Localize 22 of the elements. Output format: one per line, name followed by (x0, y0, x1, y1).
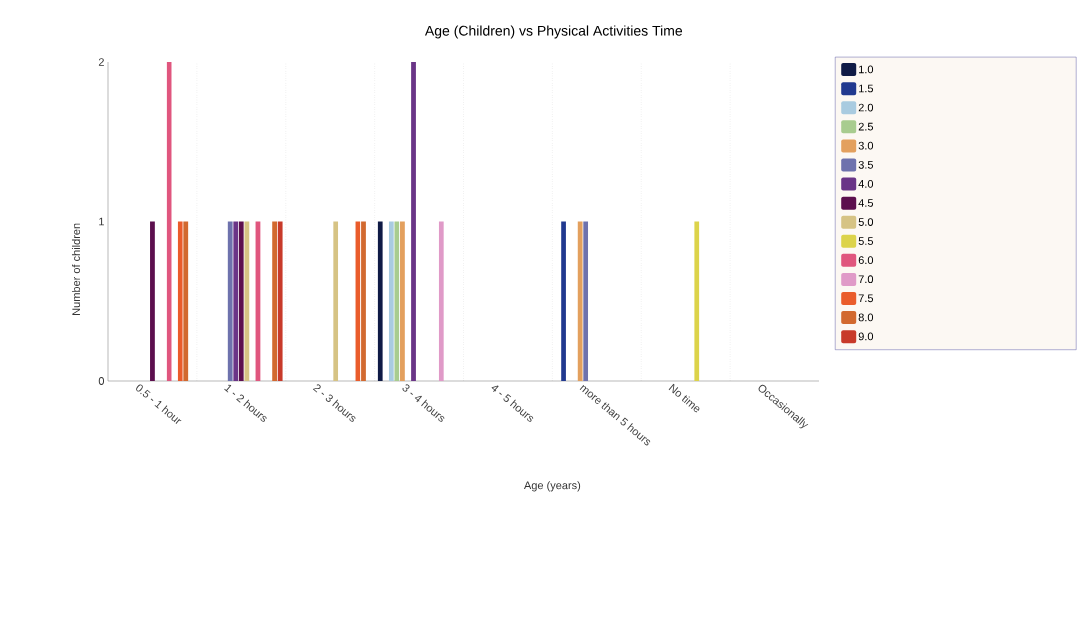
legend-label: 5.0 (858, 218, 874, 226)
legend-label: 7.0 (858, 275, 874, 284)
legend-label: 4.5 (858, 199, 874, 207)
legend-label: 9.0 (858, 332, 874, 341)
legend-label: 6.0 (858, 256, 874, 265)
legend-label: 3.5 (858, 160, 874, 169)
x-axis-title: Age (years) (523, 481, 581, 492)
legend-label: 7.5 (858, 294, 874, 303)
y-tick-label: 2 (98, 58, 104, 66)
legend-label: 1.5 (859, 84, 874, 93)
y-axis-title: Number of children (71, 223, 81, 315)
chart-title: Age (Children) vs Physical Activities Time (424, 25, 683, 39)
legend-label: 3.0 (858, 141, 874, 150)
legend-label: 5.5 (858, 237, 874, 245)
y-tick-label: 1 (99, 217, 104, 226)
legend-label: 8.0 (858, 313, 874, 322)
legend-label: 4.0 (858, 180, 874, 188)
legend-label: 1.0 (859, 65, 874, 74)
y-tick-label: 0 (98, 377, 105, 385)
legend-label: 2.5 (858, 122, 874, 131)
x-tick-label: No time (668, 383, 700, 413)
legend-label: 2.0 (858, 103, 874, 112)
